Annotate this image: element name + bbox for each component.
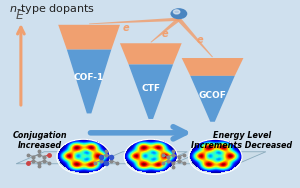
Text: e: e [162,29,169,39]
Text: e: e [123,23,129,33]
Text: $\it{n}$-type dopants: $\it{n}$-type dopants [9,2,95,16]
Polygon shape [150,18,181,42]
Polygon shape [120,43,182,64]
Polygon shape [89,18,179,24]
Polygon shape [95,152,187,164]
Polygon shape [182,58,243,76]
Polygon shape [58,25,120,50]
Polygon shape [16,152,109,164]
Circle shape [173,10,180,14]
Text: Conjugation
Increased: Conjugation Increased [13,131,67,150]
Text: CTF: CTF [141,83,160,92]
Text: COF-1: COF-1 [74,73,104,82]
Text: $E$: $E$ [15,9,25,22]
Polygon shape [190,76,235,122]
Polygon shape [177,18,213,57]
Text: GCOF: GCOF [199,91,226,100]
Polygon shape [129,64,173,119]
Polygon shape [67,50,111,113]
Text: e: e [197,35,204,45]
Text: Energy Level
Increments Decreased: Energy Level Increments Decreased [191,131,292,150]
Polygon shape [173,152,266,164]
Circle shape [170,8,187,19]
